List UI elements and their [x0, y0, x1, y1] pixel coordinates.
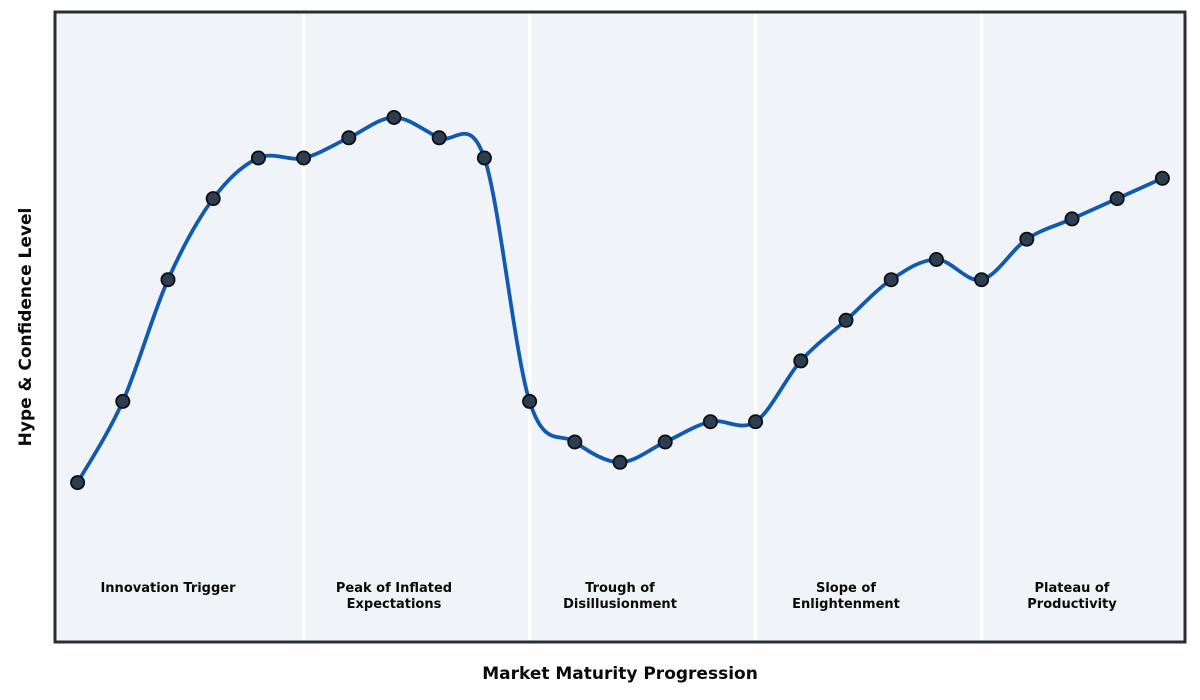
data-point-marker: [838, 312, 854, 328]
data-point-marker: [431, 130, 447, 146]
data-point-marker: [1019, 231, 1035, 247]
data-point-marker: [386, 110, 402, 126]
data-point-marker: [70, 475, 86, 491]
data-point-marker: [205, 191, 221, 207]
phase-label: Innovation Trigger: [100, 581, 236, 596]
data-point-marker: [522, 393, 538, 409]
data-point-marker: [476, 150, 492, 166]
data-point-marker: [883, 272, 899, 288]
data-point-marker: [296, 150, 312, 166]
phase-label: Slope of Enlightenment: [792, 581, 900, 612]
data-point-marker: [702, 414, 718, 430]
data-point-marker: [115, 393, 131, 409]
data-point-marker: [567, 434, 583, 450]
data-point-marker: [250, 150, 266, 166]
data-point-marker: [160, 272, 176, 288]
plot-frame: [53, 10, 1187, 644]
data-point-marker: [974, 272, 990, 288]
plot-area: [55, 12, 1185, 642]
x-axis-label: Market Maturity Progression: [482, 664, 758, 684]
data-point-marker: [928, 251, 944, 267]
phase-label: Peak of Inflated Expectations: [335, 581, 453, 612]
data-point-marker: [612, 454, 628, 470]
phase-label: Trough of Disillusionment: [563, 581, 677, 612]
data-point-marker: [657, 434, 673, 450]
data-point-marker: [748, 414, 764, 430]
data-point-marker: [341, 130, 357, 146]
data-point-marker: [793, 353, 809, 369]
phase-label: Plateau of Productivity: [1027, 581, 1117, 612]
data-point-marker: [1064, 211, 1080, 227]
data-point-marker: [1154, 170, 1170, 186]
data-point-marker: [1109, 191, 1125, 207]
y-axis-label: Hype & Confidence Level: [16, 207, 36, 447]
